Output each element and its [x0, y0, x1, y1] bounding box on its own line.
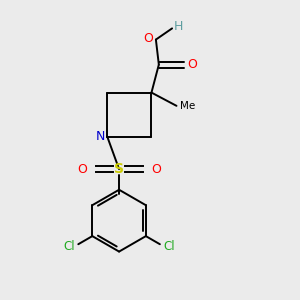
Text: O: O	[151, 163, 161, 176]
Text: O: O	[77, 163, 87, 176]
Text: O: O	[144, 32, 154, 45]
Text: S: S	[114, 162, 124, 176]
Text: Cl: Cl	[163, 240, 175, 253]
Text: O: O	[187, 58, 197, 71]
Text: Me: Me	[180, 101, 195, 111]
Text: N: N	[95, 130, 105, 143]
Text: H: H	[174, 20, 183, 32]
Text: Cl: Cl	[64, 240, 75, 253]
